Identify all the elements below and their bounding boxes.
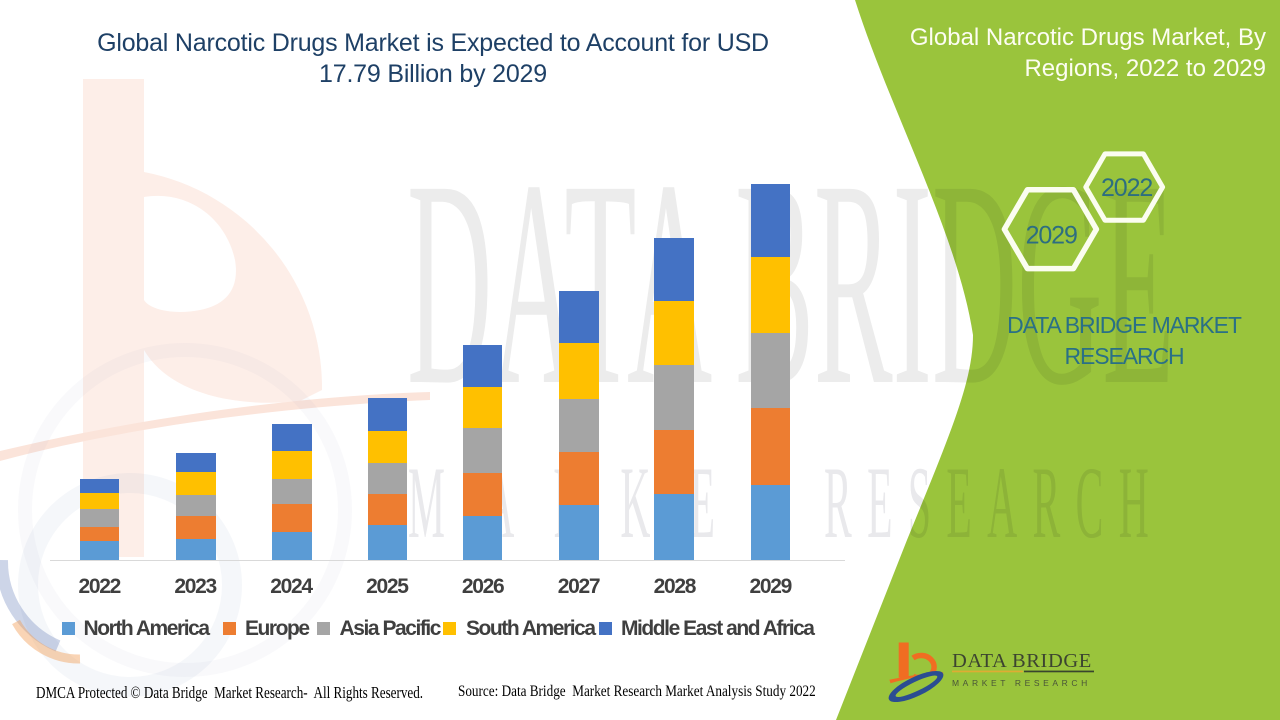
svg-text:MARKET RESEARCH: MARKET RESEARCH — [952, 678, 1091, 688]
svg-text:2029: 2029 — [1026, 221, 1077, 249]
svg-text:DATA BRIDGE: DATA BRIDGE — [952, 650, 1092, 672]
svg-text:2022: 2022 — [1101, 174, 1152, 202]
